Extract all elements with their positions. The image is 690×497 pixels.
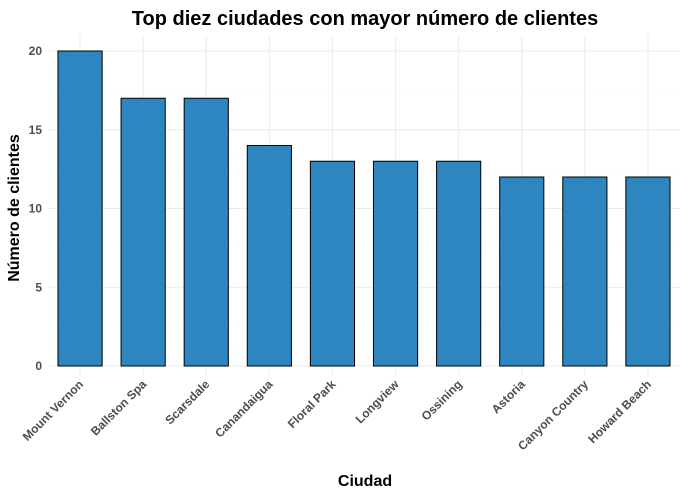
y-axis-ticks: 0 5 10 15 20 bbox=[29, 44, 43, 373]
bar-longview bbox=[372, 160, 419, 367]
bar-ballston-spa bbox=[120, 97, 166, 367]
y-tick-label: 10 bbox=[29, 202, 43, 216]
y-tick-label: 0 bbox=[35, 359, 42, 373]
bar-canandaigua bbox=[246, 145, 292, 367]
y-tick-label: 15 bbox=[29, 123, 43, 137]
x-tick-label: Floral Park bbox=[285, 377, 339, 431]
chart-title: Top diez ciudades con mayor número de cl… bbox=[132, 8, 598, 30]
x-tick-label: Howard Beach bbox=[585, 377, 654, 446]
x-axis-ticks: Mount Vernon Ballston Spa Scarsdale Cananda… bbox=[20, 377, 654, 453]
bar-scarsdale bbox=[183, 97, 229, 367]
x-tick-label: Scarsdale bbox=[162, 377, 212, 427]
x-tick-label: Astoria bbox=[489, 377, 528, 416]
y-axis-title: Número de clientes bbox=[6, 134, 23, 282]
bar-mount-vernon bbox=[57, 50, 103, 367]
x-tick-label: Ballston Spa bbox=[88, 377, 150, 439]
bar-canyon-country bbox=[562, 176, 608, 367]
bar-ossining bbox=[436, 160, 482, 367]
y-tick-label: 5 bbox=[35, 280, 42, 294]
bars bbox=[57, 50, 671, 367]
x-tick-label: Ossining bbox=[419, 377, 465, 423]
x-axis-title: Ciudad bbox=[338, 473, 392, 490]
bar-howard-beach bbox=[625, 176, 671, 367]
bar-astoria bbox=[499, 176, 545, 367]
x-tick-label: Mount Vernon bbox=[20, 377, 86, 443]
y-tick-label: 20 bbox=[29, 44, 43, 58]
x-tick-label: Longview bbox=[353, 377, 402, 426]
bar-floral-park bbox=[309, 160, 356, 367]
x-tick-label: Canandaigua bbox=[212, 377, 275, 440]
